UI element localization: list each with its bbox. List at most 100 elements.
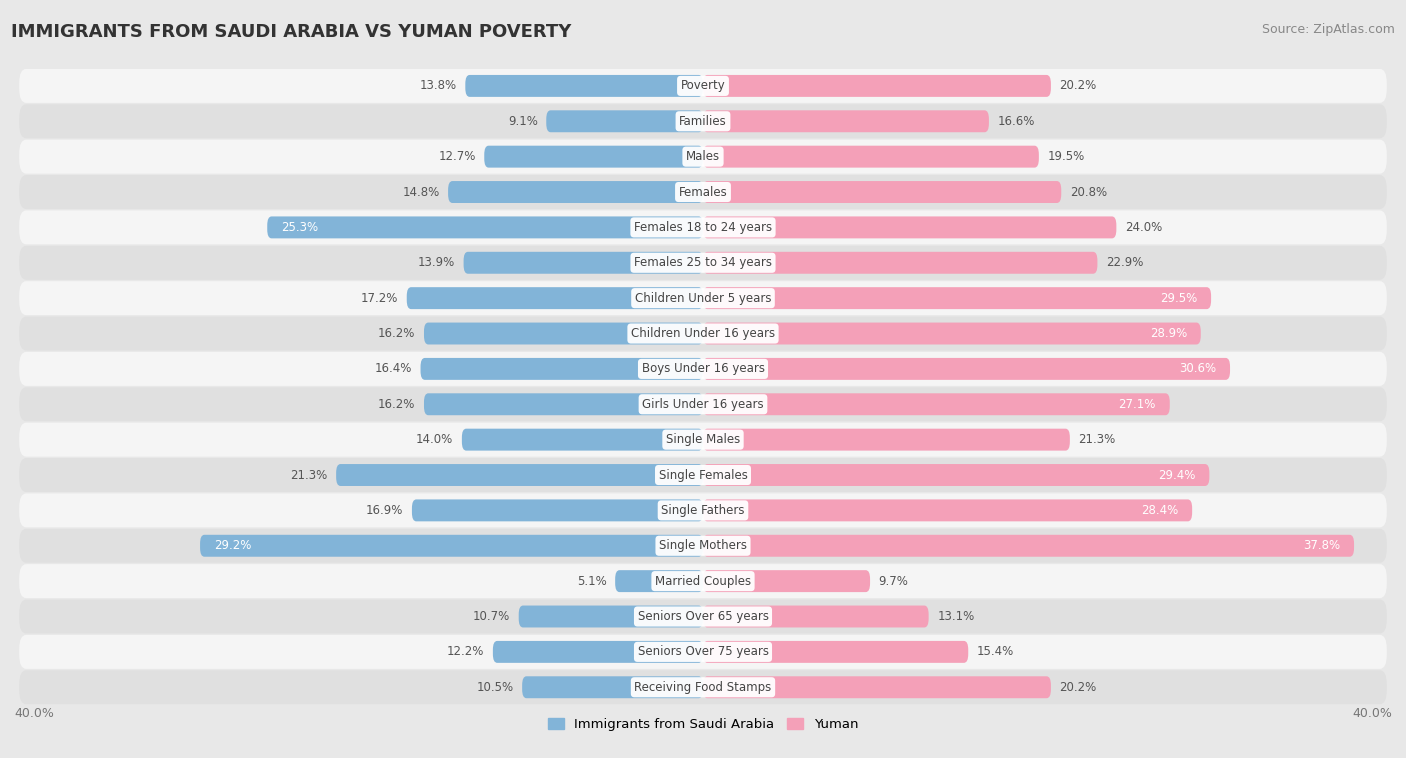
Text: 16.2%: 16.2% xyxy=(378,327,415,340)
Text: 29.2%: 29.2% xyxy=(214,539,252,553)
Text: 16.4%: 16.4% xyxy=(374,362,412,375)
FancyBboxPatch shape xyxy=(703,111,988,132)
FancyBboxPatch shape xyxy=(20,105,1386,138)
Text: 22.9%: 22.9% xyxy=(1107,256,1143,269)
FancyBboxPatch shape xyxy=(20,246,1386,280)
FancyBboxPatch shape xyxy=(703,217,1116,238)
Text: 40.0%: 40.0% xyxy=(14,706,53,719)
Text: 13.9%: 13.9% xyxy=(418,256,456,269)
FancyBboxPatch shape xyxy=(703,358,1230,380)
Text: 19.5%: 19.5% xyxy=(1047,150,1084,163)
Text: 5.1%: 5.1% xyxy=(576,575,606,587)
FancyBboxPatch shape xyxy=(703,500,1192,522)
FancyBboxPatch shape xyxy=(522,676,703,698)
FancyBboxPatch shape xyxy=(20,139,1386,174)
Text: 20.8%: 20.8% xyxy=(1070,186,1107,199)
FancyBboxPatch shape xyxy=(425,323,703,344)
FancyBboxPatch shape xyxy=(20,529,1386,562)
Text: 16.6%: 16.6% xyxy=(997,114,1035,128)
FancyBboxPatch shape xyxy=(412,500,703,522)
Text: Married Couples: Married Couples xyxy=(655,575,751,587)
FancyBboxPatch shape xyxy=(20,281,1386,315)
FancyBboxPatch shape xyxy=(703,393,1170,415)
FancyBboxPatch shape xyxy=(20,670,1386,704)
FancyBboxPatch shape xyxy=(20,317,1386,350)
Text: 16.9%: 16.9% xyxy=(366,504,404,517)
Legend: Immigrants from Saudi Arabia, Yuman: Immigrants from Saudi Arabia, Yuman xyxy=(543,713,863,737)
FancyBboxPatch shape xyxy=(20,211,1386,244)
FancyBboxPatch shape xyxy=(703,606,928,628)
FancyBboxPatch shape xyxy=(547,111,703,132)
Text: Children Under 16 years: Children Under 16 years xyxy=(631,327,775,340)
FancyBboxPatch shape xyxy=(20,175,1386,209)
FancyBboxPatch shape xyxy=(703,429,1070,450)
Text: 20.2%: 20.2% xyxy=(1060,681,1097,694)
Text: Females 25 to 34 years: Females 25 to 34 years xyxy=(634,256,772,269)
FancyBboxPatch shape xyxy=(703,464,1209,486)
FancyBboxPatch shape xyxy=(420,358,703,380)
Text: Poverty: Poverty xyxy=(681,80,725,92)
FancyBboxPatch shape xyxy=(20,387,1386,421)
FancyBboxPatch shape xyxy=(336,464,703,486)
FancyBboxPatch shape xyxy=(703,181,1062,203)
FancyBboxPatch shape xyxy=(267,217,703,238)
FancyBboxPatch shape xyxy=(703,146,1039,168)
FancyBboxPatch shape xyxy=(703,323,1201,344)
Text: 29.5%: 29.5% xyxy=(1160,292,1198,305)
Text: 12.7%: 12.7% xyxy=(439,150,475,163)
FancyBboxPatch shape xyxy=(20,600,1386,634)
FancyBboxPatch shape xyxy=(703,252,1098,274)
Text: Source: ZipAtlas.com: Source: ZipAtlas.com xyxy=(1261,23,1395,36)
Text: 29.4%: 29.4% xyxy=(1159,468,1195,481)
FancyBboxPatch shape xyxy=(703,287,1211,309)
Text: 17.2%: 17.2% xyxy=(361,292,398,305)
FancyBboxPatch shape xyxy=(449,181,703,203)
Text: Receiving Food Stamps: Receiving Food Stamps xyxy=(634,681,772,694)
FancyBboxPatch shape xyxy=(703,676,1050,698)
Text: IMMIGRANTS FROM SAUDI ARABIA VS YUMAN POVERTY: IMMIGRANTS FROM SAUDI ARABIA VS YUMAN PO… xyxy=(11,23,572,41)
FancyBboxPatch shape xyxy=(20,564,1386,598)
Text: Children Under 5 years: Children Under 5 years xyxy=(634,292,772,305)
FancyBboxPatch shape xyxy=(464,252,703,274)
Text: Single Males: Single Males xyxy=(666,433,740,446)
Text: Females 18 to 24 years: Females 18 to 24 years xyxy=(634,221,772,234)
FancyBboxPatch shape xyxy=(519,606,703,628)
Text: 28.9%: 28.9% xyxy=(1150,327,1187,340)
Text: 9.7%: 9.7% xyxy=(879,575,908,587)
FancyBboxPatch shape xyxy=(703,570,870,592)
Text: 28.4%: 28.4% xyxy=(1142,504,1178,517)
Text: Single Mothers: Single Mothers xyxy=(659,539,747,553)
FancyBboxPatch shape xyxy=(20,69,1386,103)
Text: 25.3%: 25.3% xyxy=(281,221,318,234)
Text: 9.1%: 9.1% xyxy=(508,114,537,128)
FancyBboxPatch shape xyxy=(20,635,1386,669)
Text: Girls Under 16 years: Girls Under 16 years xyxy=(643,398,763,411)
Text: 15.4%: 15.4% xyxy=(977,645,1014,659)
FancyBboxPatch shape xyxy=(484,146,703,168)
FancyBboxPatch shape xyxy=(200,535,703,556)
FancyBboxPatch shape xyxy=(494,641,703,662)
FancyBboxPatch shape xyxy=(20,493,1386,528)
Text: Seniors Over 75 years: Seniors Over 75 years xyxy=(637,645,769,659)
FancyBboxPatch shape xyxy=(703,641,969,662)
Text: 30.6%: 30.6% xyxy=(1180,362,1216,375)
Text: 37.8%: 37.8% xyxy=(1303,539,1340,553)
Text: 20.2%: 20.2% xyxy=(1060,80,1097,92)
FancyBboxPatch shape xyxy=(20,423,1386,456)
Text: 14.0%: 14.0% xyxy=(416,433,453,446)
Text: Females: Females xyxy=(679,186,727,199)
Text: Males: Males xyxy=(686,150,720,163)
Text: 13.8%: 13.8% xyxy=(419,80,457,92)
Text: Families: Families xyxy=(679,114,727,128)
Text: 10.7%: 10.7% xyxy=(472,610,510,623)
FancyBboxPatch shape xyxy=(461,429,703,450)
FancyBboxPatch shape xyxy=(406,287,703,309)
FancyBboxPatch shape xyxy=(20,458,1386,492)
Text: Single Females: Single Females xyxy=(658,468,748,481)
Text: 14.8%: 14.8% xyxy=(402,186,440,199)
Text: 21.3%: 21.3% xyxy=(1078,433,1116,446)
FancyBboxPatch shape xyxy=(703,535,1354,556)
Text: Seniors Over 65 years: Seniors Over 65 years xyxy=(637,610,769,623)
Text: 10.5%: 10.5% xyxy=(477,681,513,694)
FancyBboxPatch shape xyxy=(616,570,703,592)
